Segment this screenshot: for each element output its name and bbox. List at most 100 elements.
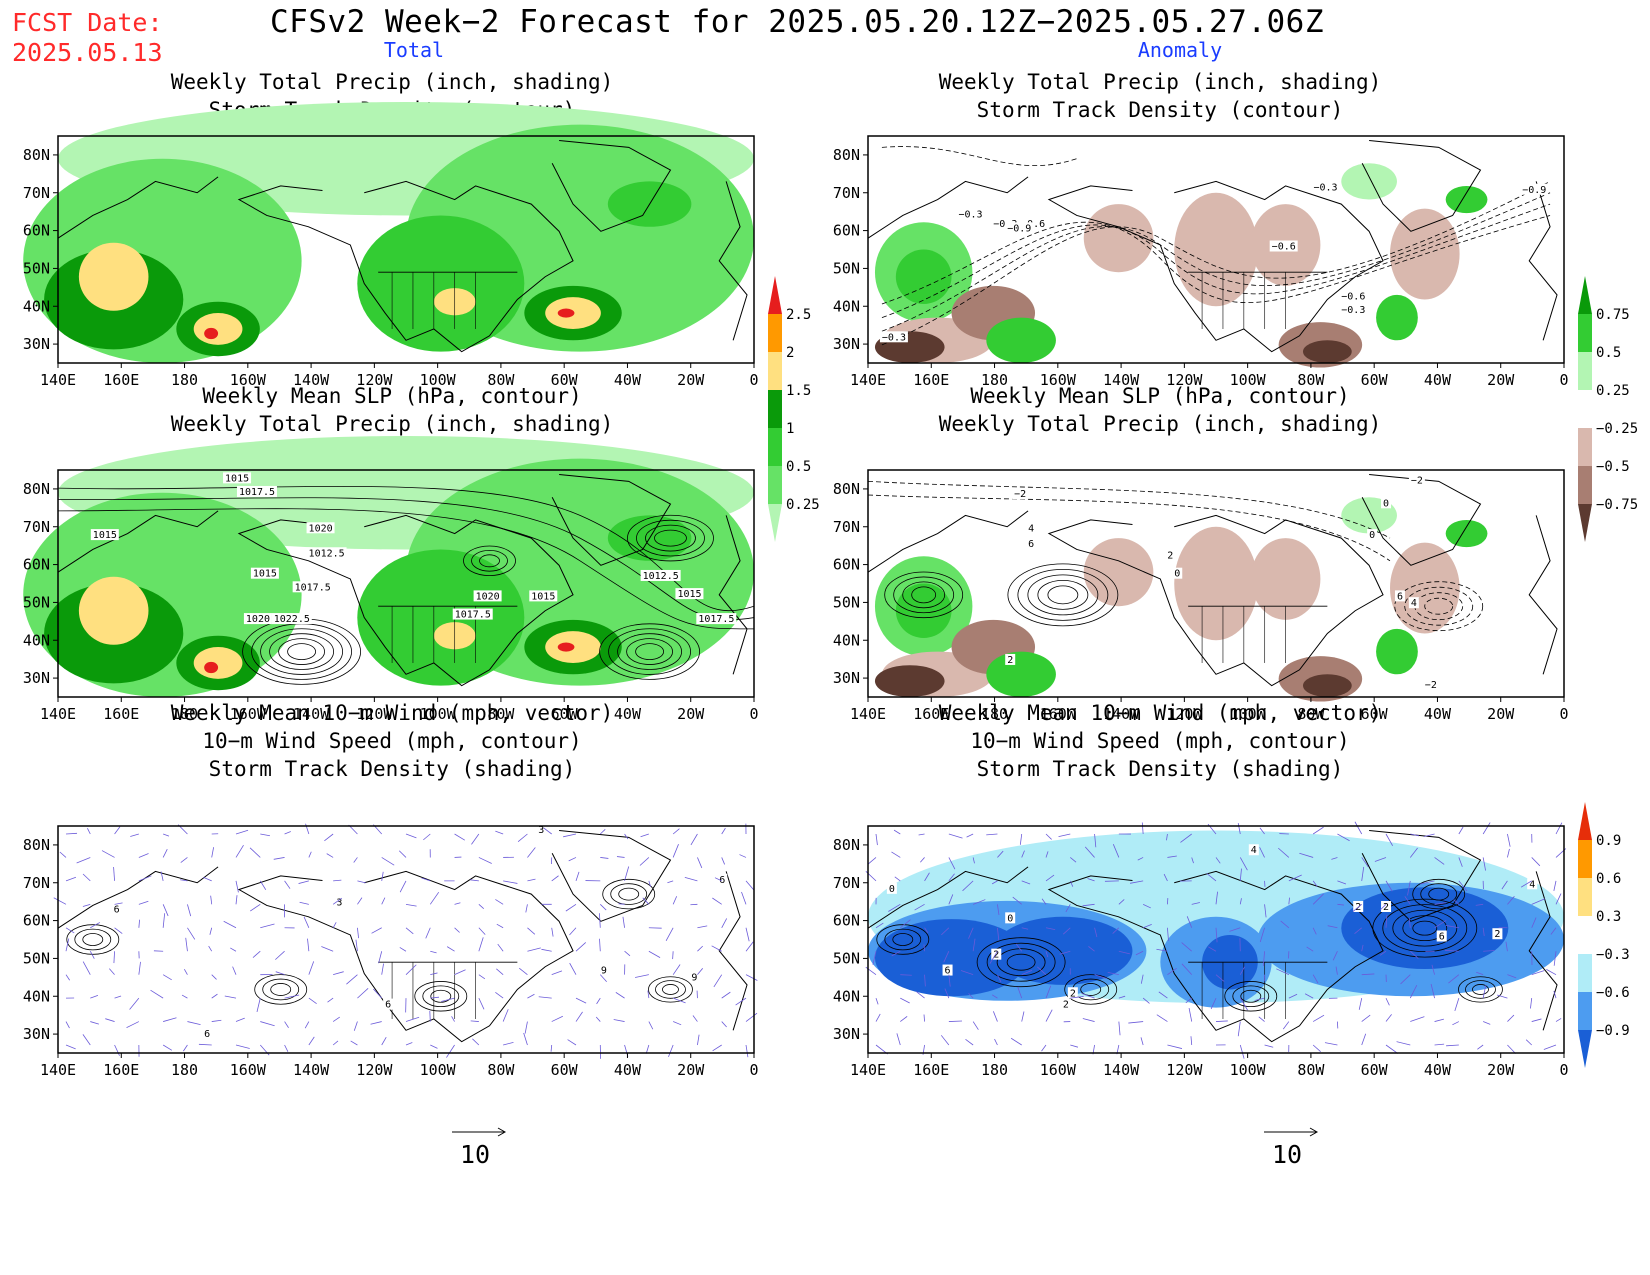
contour-label-bg <box>1005 222 1034 234</box>
wind-vector <box>1259 847 1265 858</box>
wind-vector <box>405 833 417 839</box>
wind-vector <box>114 995 122 999</box>
wind-vector <box>711 945 722 952</box>
lat-tick-label: 70N <box>833 874 860 892</box>
wind-vector <box>745 1012 758 1022</box>
lon-tick-label: 140E <box>40 1061 76 1079</box>
wind-vector <box>350 1040 358 1046</box>
wind-vector <box>235 1017 245 1022</box>
contour-line <box>1392 909 1458 947</box>
panel-title-line: 10−m Wind Speed (mph, contour) <box>202 729 582 753</box>
wind-vector <box>712 1044 722 1052</box>
wind-vector <box>616 856 625 858</box>
wind-vector <box>373 988 383 999</box>
axes-br: 140E 160E 180 160W 140W 120W 100W 80W 60W 40W 20W 0… <box>833 825 1569 1079</box>
contour-line <box>430 989 452 1003</box>
wind-vector <box>940 1035 950 1046</box>
wind-vector <box>991 994 998 999</box>
contour-label-bg <box>1492 928 1503 940</box>
wind-vector <box>1118 899 1125 905</box>
wind-vector <box>1118 950 1131 955</box>
lon-tick-label: 180 <box>981 371 1008 389</box>
colorbar-label: −0.75 <box>1596 497 1638 513</box>
wind-vector <box>1288 874 1302 882</box>
contour-label-bg <box>292 581 333 593</box>
wind-vector <box>162 849 168 858</box>
contour-line <box>1064 974 1118 1005</box>
contour-line <box>1017 568 1109 621</box>
contour-label-bg <box>956 208 985 220</box>
wind-vector <box>1087 878 1095 882</box>
contour-label: 1015 <box>93 530 117 541</box>
wind-vector <box>405 1042 413 1046</box>
wind-vector <box>923 1014 925 1022</box>
contour-line <box>1382 904 1468 953</box>
lat-tick-label: 50N <box>23 593 50 611</box>
wind-vector <box>1181 963 1193 975</box>
wind-vector <box>1304 993 1314 999</box>
contour-line <box>881 192 1551 332</box>
wind-vector <box>1337 880 1347 885</box>
lon-tick-label: 0 <box>1559 705 1568 723</box>
wind-vector <box>517 833 528 842</box>
wind-vector <box>1065 904 1071 913</box>
wind-vector <box>399 880 407 893</box>
lat-tick-label: 60N <box>833 556 860 574</box>
lon-tick-label: 140W <box>293 705 330 723</box>
coastline-greenland <box>1361 140 1482 232</box>
wind-vector <box>672 896 678 905</box>
colorbar-label: −0.5 <box>1596 459 1630 475</box>
wind-vector <box>672 951 674 960</box>
wind-vector <box>1021 927 1029 930</box>
lon-tick-label: 80W <box>1297 1061 1325 1079</box>
lon-tick-label: 80W <box>487 705 515 723</box>
wind-vector <box>1327 925 1338 929</box>
wind-vector <box>163 1017 177 1022</box>
wind-vector <box>1352 904 1362 912</box>
wind-vector <box>1140 974 1144 984</box>
wind-vector <box>405 927 414 935</box>
contour-label-bg <box>1408 597 1419 609</box>
coastline-europe <box>718 871 748 1031</box>
wind-vector <box>1070 996 1084 999</box>
wind-vector <box>65 876 77 882</box>
contour-line <box>996 948 1046 977</box>
wind-vector <box>321 946 334 952</box>
wind-vector <box>1264 1044 1274 1048</box>
shading-region <box>78 242 149 311</box>
contour-label-bg <box>1527 878 1538 890</box>
wind-vector <box>948 857 956 870</box>
contour-label: 6 <box>1028 539 1034 550</box>
wind-vector <box>972 857 975 864</box>
contour-label: 0 <box>1369 530 1375 541</box>
wind-vector <box>284 831 291 835</box>
contour-line <box>270 983 292 996</box>
wind-vector <box>575 942 587 952</box>
contour-label: 6 <box>1439 932 1445 943</box>
wind-vector <box>470 1020 479 1022</box>
contour-line <box>893 576 955 614</box>
wind-vector <box>65 974 71 981</box>
wind-vector <box>924 974 926 987</box>
wind-vector <box>138 900 149 905</box>
wind-vector <box>1128 1021 1144 1024</box>
wind-vector <box>1215 974 1225 982</box>
lon-tick-label: 80W <box>487 371 515 389</box>
wind-vector <box>275 950 285 960</box>
lon-tick-label: 160E <box>103 1061 139 1079</box>
contour-label-bg <box>1408 474 1425 486</box>
wind-vector <box>613 1019 625 1022</box>
panel-title-line: Weekly Total Precip (inch, shading) <box>170 70 614 94</box>
wind-vector <box>162 1044 173 1051</box>
wind-vector <box>105 1018 115 1022</box>
wind-vector <box>1156 1014 1168 1022</box>
lon-tick-label: 20W <box>677 371 705 389</box>
wind-vector <box>1312 927 1317 935</box>
panel-title-line: Weekly Total Precip (inch, shading) <box>938 70 1382 94</box>
shading-br <box>868 826 1564 1053</box>
colorbar-segment <box>768 352 782 390</box>
wind-vector <box>1483 950 1495 952</box>
wind-vector <box>714 877 722 882</box>
wind-vector <box>503 1041 514 1046</box>
